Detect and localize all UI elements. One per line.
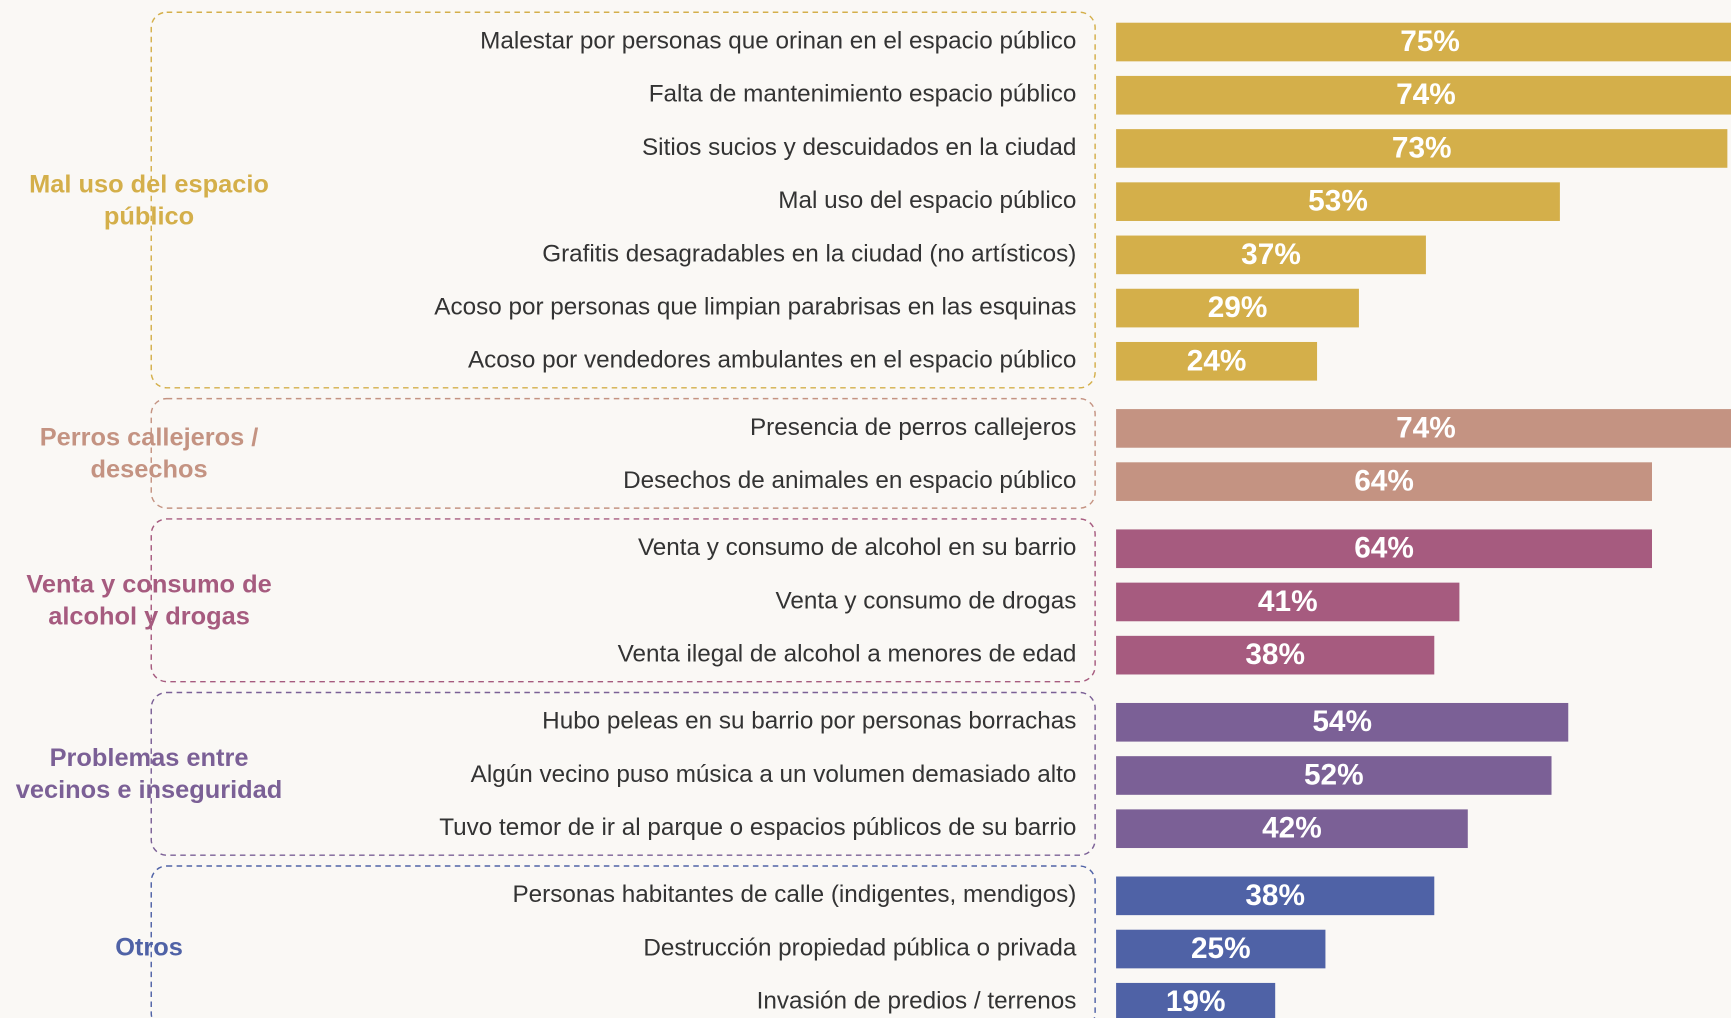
bar: [1116, 529, 1653, 569]
bar: [1116, 22, 1731, 62]
bar: [1116, 582, 1460, 622]
bar: [1116, 182, 1560, 221]
group-label: público: [104, 202, 194, 230]
value-label: 38%: [1245, 638, 1305, 671]
group-label: alcohol y drogas: [48, 603, 250, 631]
value-label: 19%: [1166, 985, 1226, 1018]
category-label: Presencia de perros callejeros: [750, 414, 1076, 441]
value-label: 52%: [1304, 758, 1364, 791]
group-label: Venta y consumo de: [26, 571, 271, 599]
value-label: 25%: [1191, 932, 1251, 965]
group-label: Perros callejeros /: [40, 424, 259, 452]
category-label: Tuvo temor de ir al parque o espacios pú…: [439, 814, 1076, 841]
value-label: 42%: [1262, 812, 1322, 845]
value-label: 74%: [1396, 78, 1456, 111]
category-label: Venta y consumo de alcohol en su barrio: [638, 534, 1076, 561]
value-label: 73%: [1392, 131, 1452, 164]
bar: [1116, 876, 1435, 916]
group-label: vecinos e inseguridad: [16, 776, 283, 804]
category-label: Sitios sucios y descuidados en la ciudad: [642, 134, 1076, 161]
bar: [1116, 235, 1426, 275]
category-label: Falta de mantenimiento espacio público: [649, 81, 1077, 108]
value-label: 37%: [1241, 238, 1301, 271]
category-label: Mal uso del espacio público: [778, 187, 1076, 214]
bar: [1116, 929, 1326, 969]
value-label: 29%: [1208, 291, 1268, 324]
bar: [1116, 982, 1276, 1018]
category-label: Algún vecino puso música a un volumen de…: [471, 761, 1077, 788]
value-label: 38%: [1245, 879, 1305, 912]
category-label: Destrucción propiedad pública o privada: [643, 934, 1077, 961]
bar: [1116, 409, 1731, 448]
group-label: Problemas entre: [50, 744, 249, 772]
category-label: Malestar por personas que orinan en el e…: [480, 27, 1076, 54]
category-label: Personas habitantes de calle (indigentes…: [512, 881, 1076, 908]
category-label: Grafitis desagradables en la ciudad (no …: [542, 240, 1076, 267]
value-label: 64%: [1354, 465, 1414, 498]
bar: [1116, 809, 1468, 849]
group-box: [150, 397, 1096, 509]
bar: [1116, 341, 1318, 381]
bar: [1116, 288, 1359, 328]
value-label: 41%: [1258, 585, 1318, 618]
bar: [1116, 75, 1731, 115]
group-label: desechos: [91, 456, 208, 484]
bar: [1116, 462, 1653, 501]
group-label: Mal uso del espacio: [29, 170, 269, 198]
category-label: Acoso por personas que limpian parabrisa…: [434, 293, 1076, 320]
category-label: Hubo peleas en su barrio por personas bo…: [542, 708, 1076, 735]
group-box: [150, 11, 1096, 389]
group-label: Otros: [115, 934, 183, 962]
bar: [1116, 702, 1569, 742]
value-label: 74%: [1396, 411, 1456, 444]
category-label: Acoso por vendedores ambulantes en el es…: [468, 347, 1076, 374]
category-label: Invasión de predios / terrenos: [757, 988, 1077, 1015]
category-label: Venta ilegal de alcohol a menores de eda…: [618, 641, 1077, 668]
category-label: Desechos de animales en espacio público: [623, 467, 1076, 494]
value-label: 75%: [1400, 25, 1460, 58]
bar: [1116, 129, 1728, 168]
value-label: 24%: [1187, 344, 1247, 377]
bar: [1116, 635, 1435, 675]
value-label: 54%: [1312, 705, 1372, 738]
bar: [1116, 756, 1552, 795]
value-label: 64%: [1354, 532, 1414, 565]
category-label: Venta y consumo de drogas: [776, 587, 1077, 614]
value-label: 53%: [1308, 185, 1368, 218]
